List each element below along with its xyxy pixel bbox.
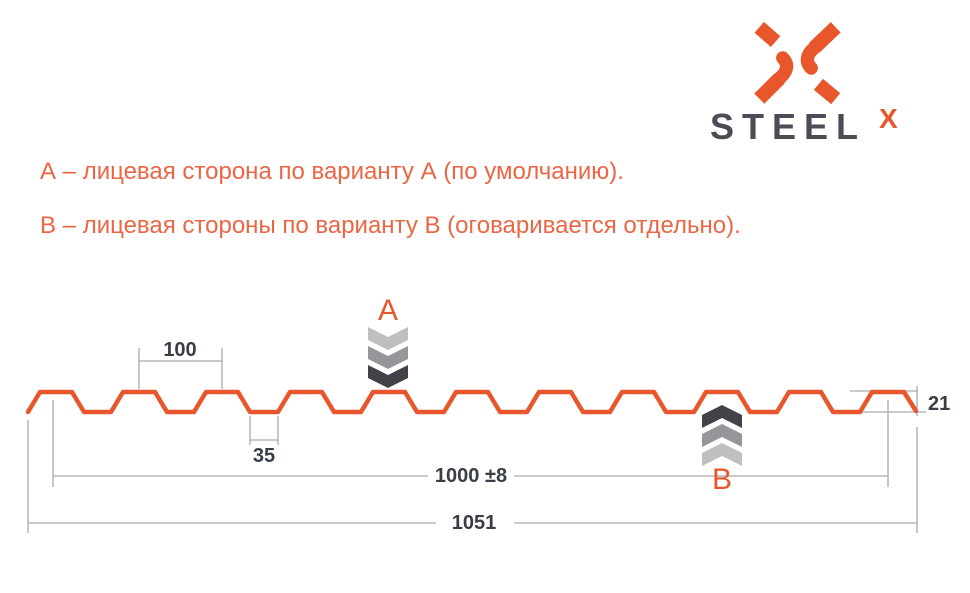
logo-bar-bottom-right xyxy=(813,78,841,104)
profile-outline xyxy=(25,389,919,415)
chevron-up-icon xyxy=(702,405,742,428)
logo-hook-lower xyxy=(773,51,794,85)
marker-b-label: B xyxy=(712,463,732,496)
note-variant-a: А – лицевая сторона по варианту А (по ум… xyxy=(40,158,624,185)
brand-name: STEEL xyxy=(710,106,867,147)
dim-valley: 35 xyxy=(249,416,279,467)
chevron-down-icon xyxy=(368,346,408,369)
dim-height-label: 21 xyxy=(928,393,950,415)
chevron-up-icon xyxy=(702,443,742,466)
dim-pitch: 100 xyxy=(138,339,223,389)
logo-bar-top-left xyxy=(754,22,781,47)
steelx-logo-icon xyxy=(754,22,841,104)
logo-hook-upper xyxy=(800,41,821,75)
marker-a-label: A xyxy=(378,294,398,327)
dim-working-width: 1000 ±8 xyxy=(52,400,889,487)
dim-full-width-label: 1051 xyxy=(452,512,497,534)
brand-suffix: X xyxy=(879,103,898,134)
dim-valley-label: 35 xyxy=(253,445,275,467)
marker-b: B xyxy=(702,405,742,496)
dim-full-width: 1051 xyxy=(27,420,918,534)
note-variant-b: В – лицевая стороны по варианту В (огова… xyxy=(40,212,741,239)
dim-working-width-label: 1000 ±8 xyxy=(435,465,507,487)
dim-pitch-label: 100 xyxy=(163,339,196,361)
chevron-up-icon xyxy=(702,424,742,447)
chevron-down-icon xyxy=(368,327,408,350)
marker-a: A xyxy=(368,294,408,388)
chevron-down-icon xyxy=(368,365,408,388)
